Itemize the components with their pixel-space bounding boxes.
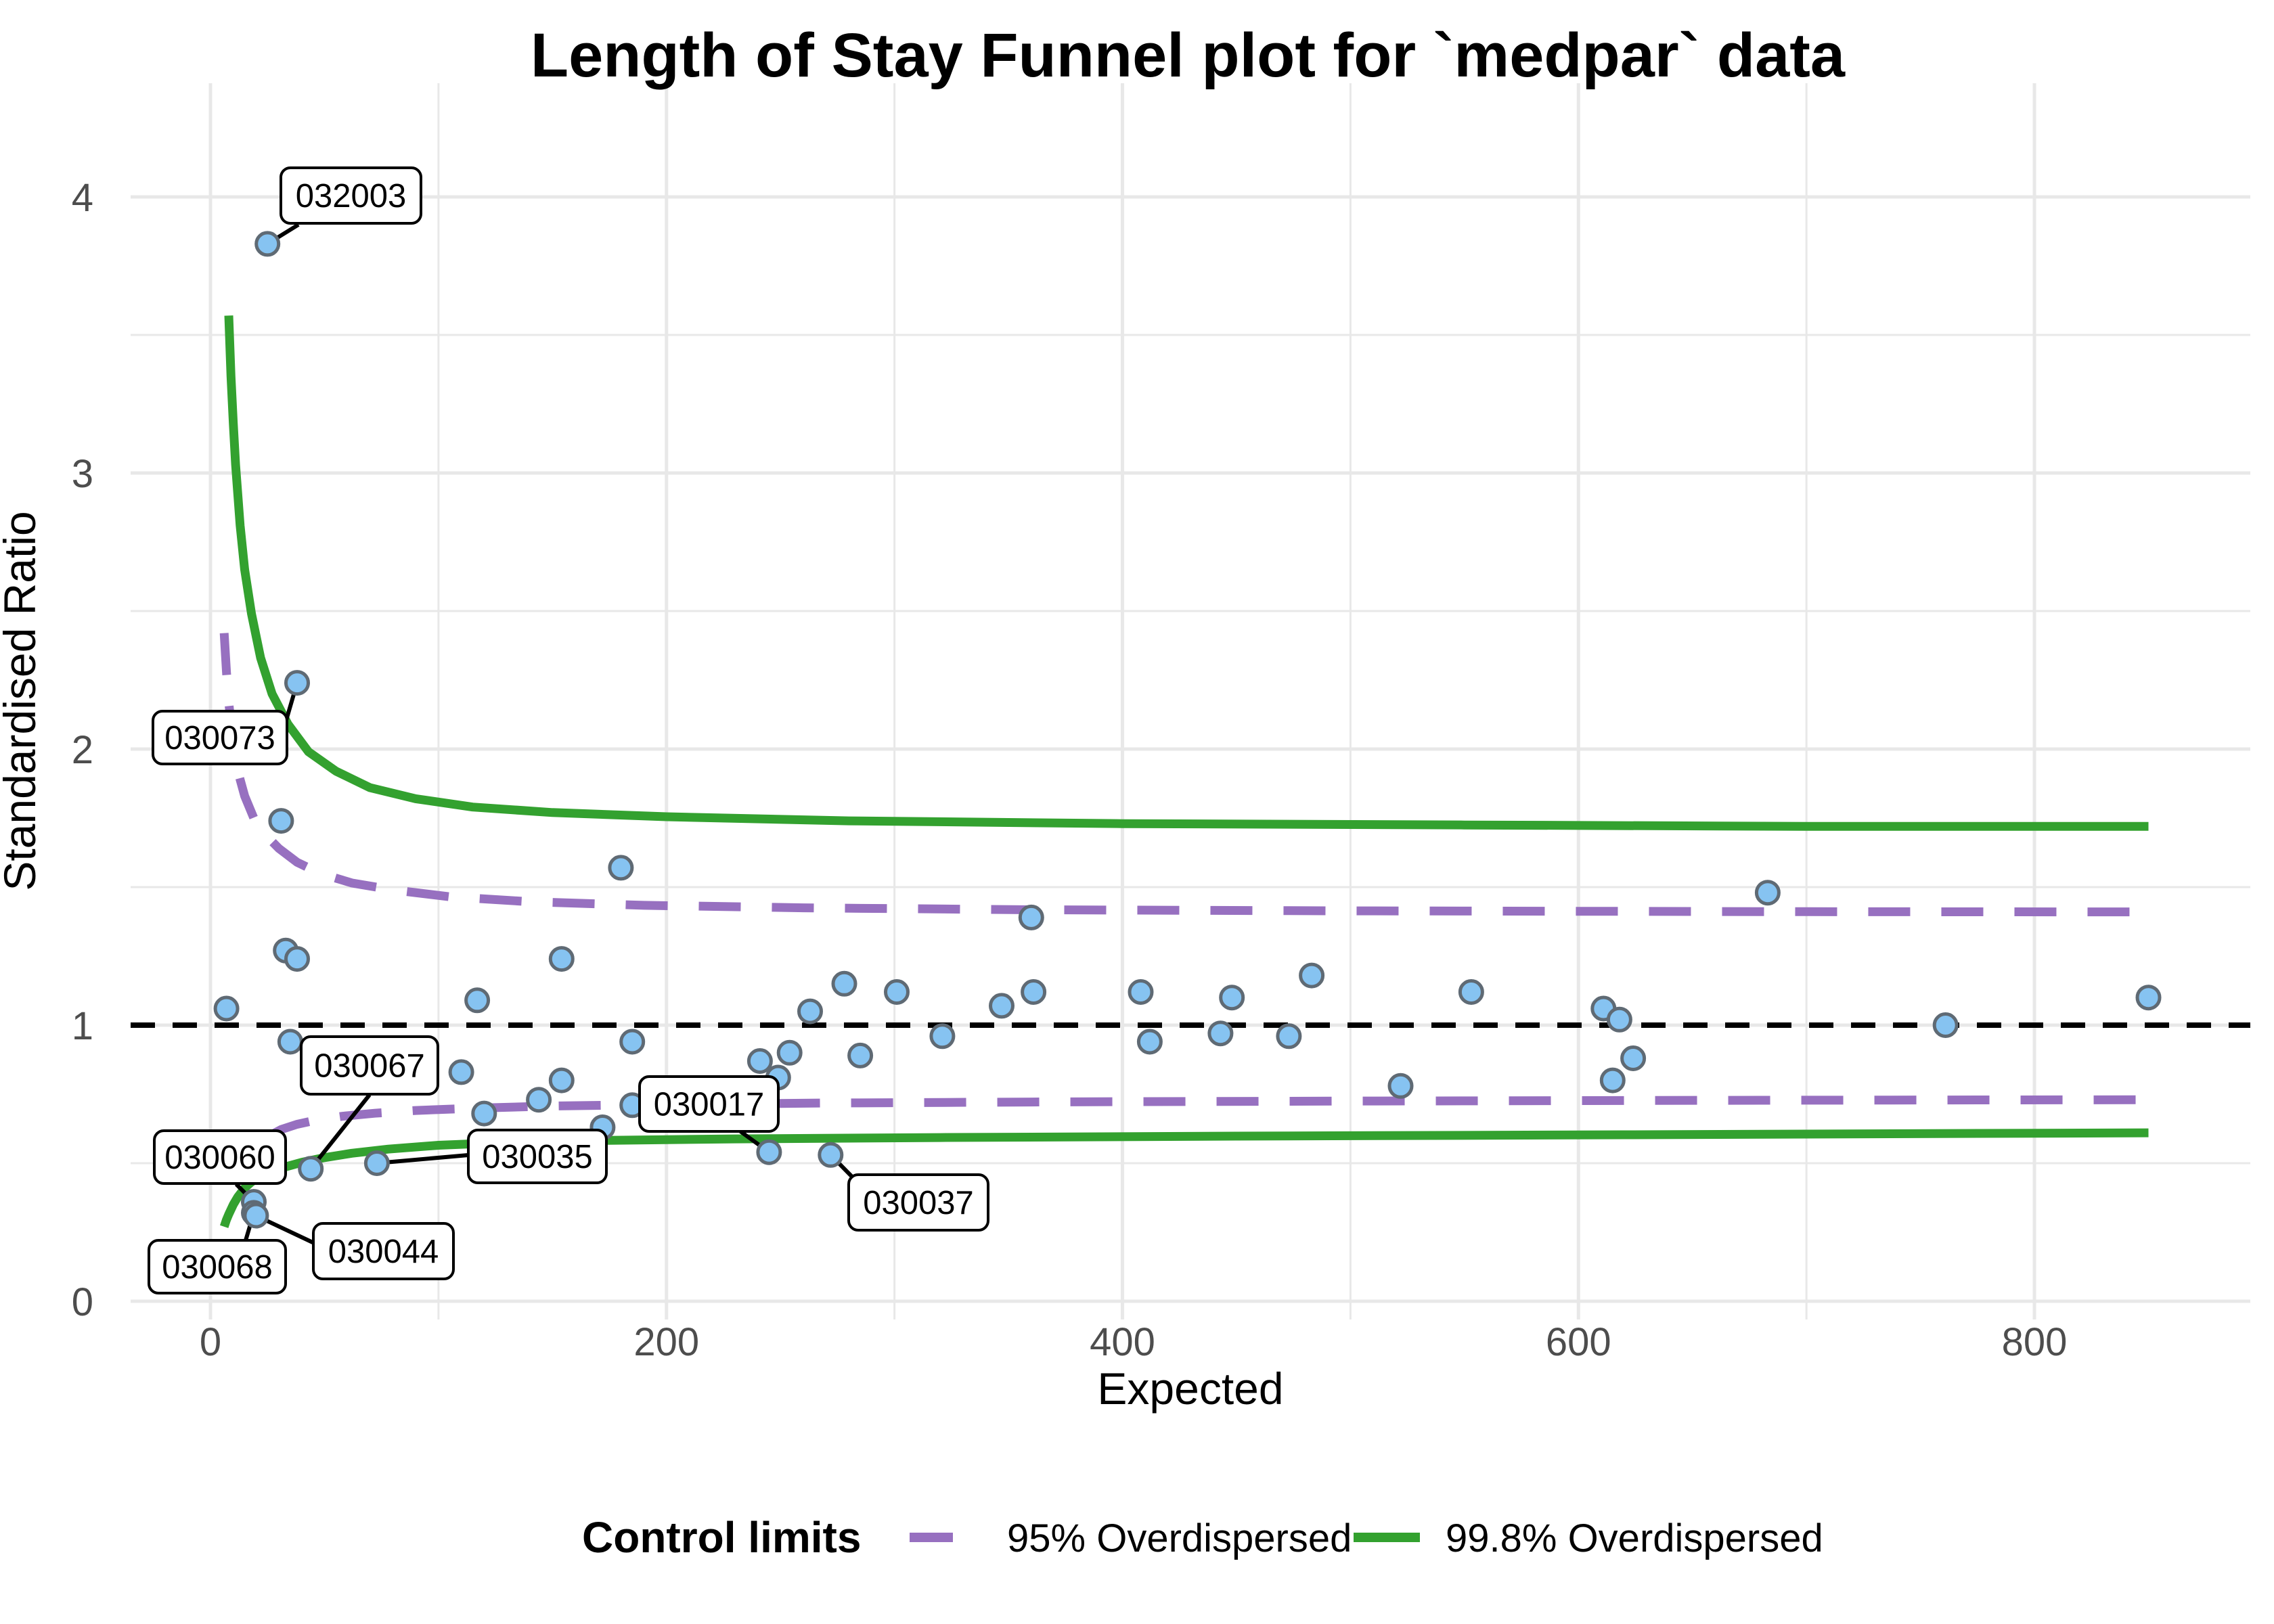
annotation-box — [148, 1239, 287, 1294]
data-point — [213, 995, 240, 1022]
legend-title: Control limits — [582, 1513, 861, 1562]
y-axis-title: Standardised Ratio — [0, 511, 45, 890]
annotation-box — [847, 1173, 989, 1232]
annotation-label: 030017 — [654, 1087, 765, 1123]
x-tick-label: 600 — [1546, 1320, 1611, 1364]
data-point — [363, 1150, 390, 1176]
data-point — [1207, 1020, 1234, 1047]
x-tick-label: 0 — [200, 1320, 221, 1364]
annotation-label: 030073 — [164, 720, 275, 757]
data-point — [608, 855, 634, 881]
annotation-label: 032003 — [296, 178, 407, 215]
data-point — [1276, 1023, 1302, 1050]
data-point — [884, 979, 910, 1005]
limit-998-upper-curve — [224, 315, 2149, 831]
data-point — [1136, 1029, 1163, 1055]
annotation-label: 030035 — [482, 1139, 593, 1175]
data-point — [526, 1087, 552, 1113]
data-point — [254, 231, 281, 257]
data-points — [213, 231, 2162, 1229]
y-tick-label: 3 — [72, 452, 93, 496]
data-point — [1932, 1012, 1959, 1038]
annotation-label: 030060 — [164, 1140, 275, 1176]
leader-line — [309, 1093, 372, 1171]
axis-tick-labels: 0 200 400 600 800 0 1 2 3 4 — [72, 176, 2068, 1364]
annotation-box — [153, 1129, 287, 1185]
data-point — [1458, 979, 1484, 1005]
data-point — [1021, 979, 1047, 1005]
y-tick-label: 2 — [72, 728, 93, 772]
annotation-label: 030044 — [328, 1234, 439, 1270]
data-point — [298, 1156, 324, 1182]
data-point — [464, 987, 491, 1014]
y-tick-label: 1 — [72, 1004, 93, 1048]
x-tick-label: 800 — [2002, 1320, 2068, 1364]
data-point — [1128, 979, 1154, 1005]
data-point — [989, 993, 1015, 1019]
data-point — [1620, 1045, 1647, 1071]
annotation-box — [300, 1035, 439, 1096]
data-point — [268, 808, 294, 834]
annotation-box — [280, 166, 422, 225]
data-point — [2135, 985, 2162, 1011]
data-point — [548, 946, 575, 972]
annotation-box — [152, 710, 288, 765]
x-tick-label: 400 — [1090, 1320, 1155, 1364]
data-point — [776, 1039, 803, 1066]
data-point — [797, 998, 823, 1024]
x-tick-label: 200 — [633, 1320, 699, 1364]
data-point — [746, 1048, 773, 1074]
legend: Control limits 95% Overdispersed 99.8% O… — [582, 1513, 1823, 1562]
limit-95-lower-curve — [267, 1095, 2149, 1140]
data-point — [619, 1029, 646, 1055]
plot-title: Length of Stay Funnel plot for `medpar` … — [531, 21, 1846, 90]
data-point — [831, 970, 857, 997]
y-tick-label: 4 — [72, 176, 93, 220]
data-point — [448, 1059, 474, 1085]
limit-95-upper-curve — [219, 633, 2149, 917]
annotation-boxes: 032003 030073 030067 030060 030068 030044 0300… — [148, 166, 989, 1294]
annotation-label: 030068 — [162, 1249, 273, 1286]
data-point — [548, 1067, 575, 1093]
data-point — [818, 1142, 844, 1168]
data-point — [243, 1202, 269, 1229]
annotation-box — [467, 1129, 608, 1184]
data-point — [1387, 1073, 1414, 1099]
x-axis-title: Expected — [1097, 1363, 1283, 1414]
annotation-box — [312, 1222, 455, 1280]
data-point — [471, 1100, 497, 1127]
legend-label-95: 95% Overdispersed — [1007, 1516, 1352, 1560]
legend-label-998: 99.8% Overdispersed — [1446, 1516, 1823, 1560]
annotation-label: 030037 — [863, 1185, 974, 1221]
data-point — [847, 1042, 874, 1068]
data-point — [277, 1029, 303, 1055]
data-point — [1599, 1067, 1626, 1093]
data-point — [284, 670, 310, 696]
annotation-label: 030067 — [314, 1048, 425, 1085]
data-point — [284, 946, 310, 972]
data-point — [1299, 962, 1325, 989]
y-tick-label: 0 — [72, 1280, 93, 1324]
data-point — [929, 1023, 956, 1050]
data-point — [1018, 904, 1044, 930]
leader-line — [376, 1153, 469, 1165]
data-point — [1219, 985, 1245, 1011]
data-point — [1754, 880, 1781, 906]
annotation-box — [638, 1075, 780, 1133]
data-point — [756, 1139, 782, 1165]
data-point — [1606, 1006, 1632, 1033]
